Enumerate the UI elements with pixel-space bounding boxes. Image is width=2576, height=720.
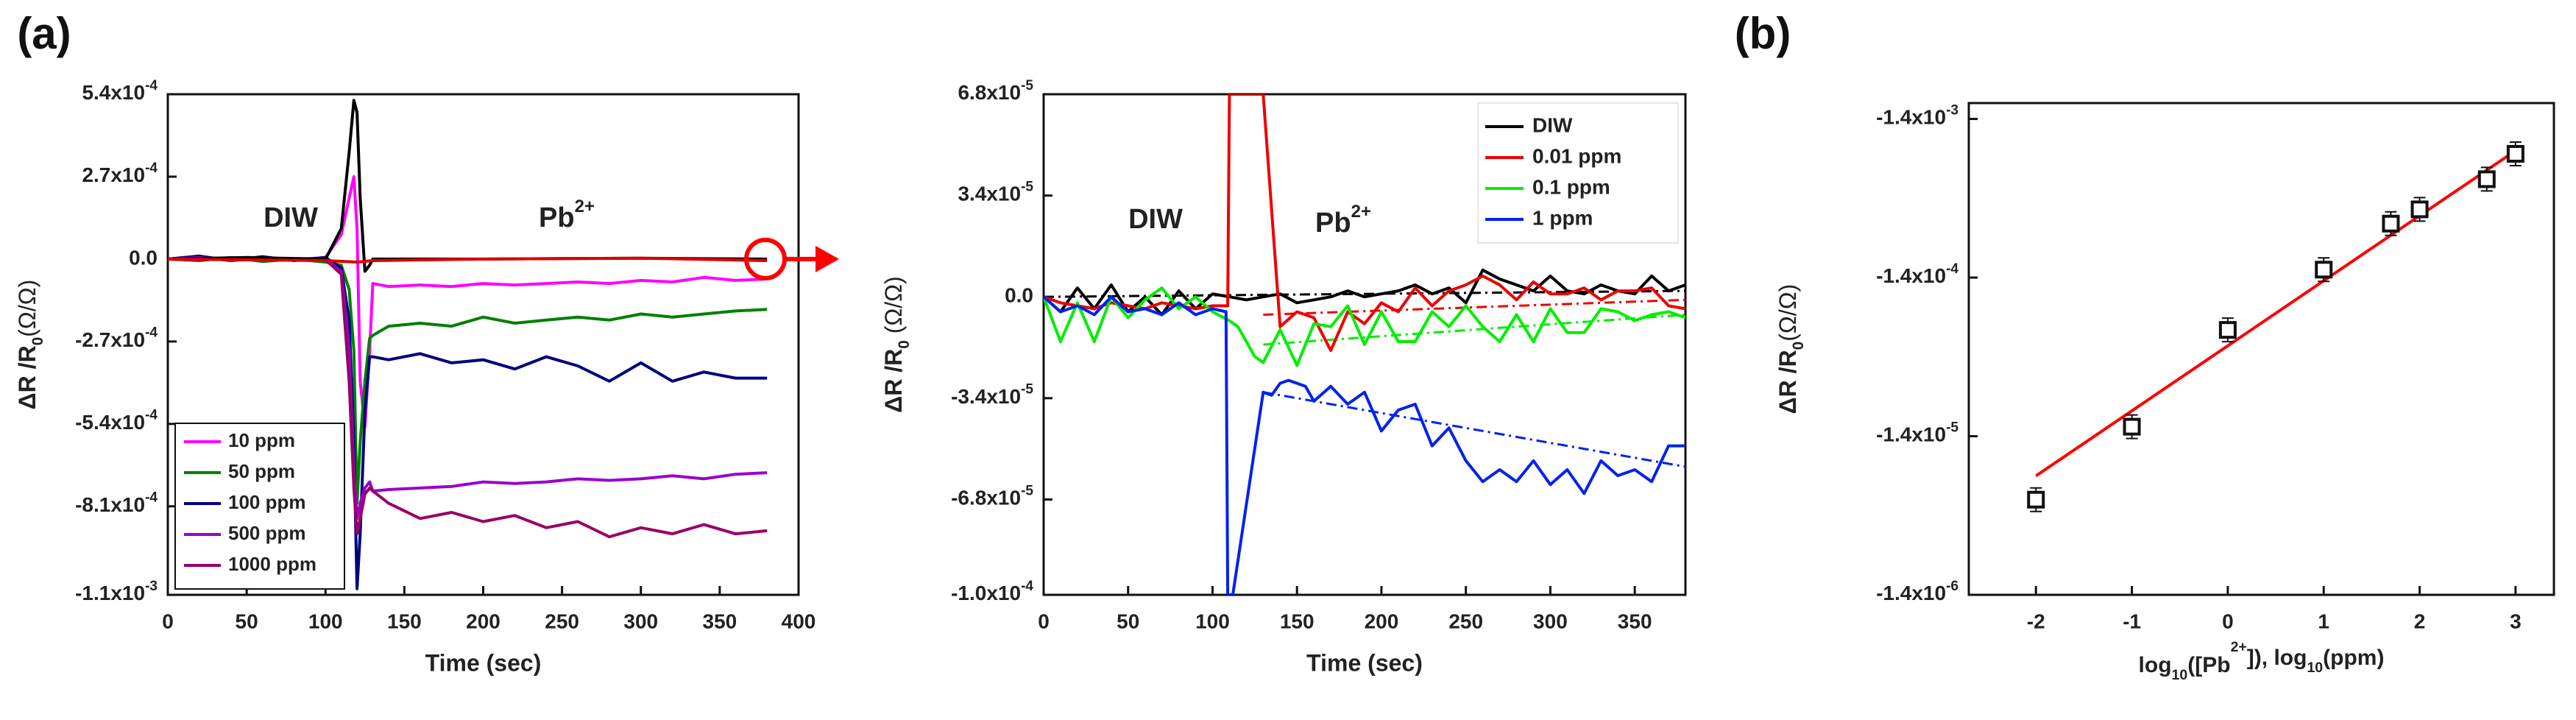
x-tick-label: -2	[2027, 610, 2045, 632]
y-tick-label: 3.4x10-5	[958, 179, 1033, 205]
x-tick-label: 250	[1448, 610, 1483, 632]
plot-area	[2027, 141, 2524, 512]
data-point	[2027, 490, 2045, 509]
x-tick-label: 150	[1280, 610, 1314, 632]
data-point	[2506, 144, 2524, 163]
x-axis-label: log10([Pb2+]), log10(ppm)	[2139, 639, 2385, 683]
panel-label-b: (b)	[1735, 9, 1791, 58]
x-tick-label: 200	[466, 610, 500, 632]
x-tick-label: 50	[1117, 610, 1139, 632]
legend-entry: 50 ppm	[228, 460, 295, 482]
y-tick-label: -8.1x10-4	[75, 490, 158, 517]
x-tick-label: 3	[2510, 610, 2522, 632]
y-tick-label: -1.4x10-5	[1876, 420, 1958, 446]
x-axis-label: Time (sec)	[1306, 649, 1423, 676]
y-tick-label: -2.7x10-4	[75, 325, 158, 352]
x-tick-label: 400	[782, 610, 816, 632]
x-tick-label: 350	[1618, 610, 1652, 632]
series-line-DIW	[1044, 268, 1685, 317]
annotation-diw: DIW	[1128, 204, 1183, 235]
y-axis-label: ΔR /R0(Ω/Ω)	[1774, 284, 1807, 414]
legend-entry: DIW	[1532, 113, 1573, 136]
legend-entry: 0.1 ppm	[1532, 175, 1610, 198]
x-tick-label: 300	[623, 610, 658, 632]
y-axis-label: ΔR /R0 (Ω/Ω)	[880, 276, 913, 413]
x-tick-label: 100	[308, 610, 343, 632]
y-tick-label: 2.7x10-4	[82, 160, 158, 187]
y-tick-label: -1.0x10-4	[951, 579, 1033, 605]
fit-line	[2035, 149, 2516, 478]
chart-a_inset: 0 50 100 150 200 250 300 350 6.8x10-5 3.4x10-5 0.0…	[880, 78, 1687, 676]
fit-line	[1263, 298, 1685, 317]
annotation-pb: Pb2+	[1315, 202, 1371, 239]
legend-entry: 500 ppm	[228, 522, 306, 544]
y-tick-label: 0.0	[1005, 284, 1033, 307]
x-tick-label: 150	[387, 610, 422, 632]
data-point	[2315, 261, 2333, 279]
legend-inset: DIW 0.01 ppm 0.1 ppm 1 ppm	[1477, 102, 1679, 244]
y-tick-label: -5.4x10-4	[75, 408, 158, 434]
data-point	[2382, 214, 2400, 233]
panel-label-a: (a)	[17, 9, 71, 58]
y-tick-label: -1.4x10-4	[1876, 261, 1958, 288]
x-tick-label: 100	[1195, 610, 1230, 632]
y-tick-label: 6.8x10-5	[958, 78, 1033, 105]
x-axis-label: Time (sec)	[425, 649, 542, 676]
fit-line	[1263, 314, 1685, 346]
y-tick-label: 0.0	[129, 246, 158, 269]
y-tick-label: 5.4x10-4	[82, 78, 158, 105]
x-tick-label: -1	[2123, 610, 2141, 632]
series-line-0.1-ppm	[1044, 286, 1685, 367]
plot-area	[1044, 94, 1685, 595]
x-tick-label: 0	[162, 610, 174, 632]
x-tick-label: 0	[1038, 610, 1050, 632]
y-axis-label: ΔR /R0(Ω/Ω)	[14, 280, 46, 410]
y-tick-label: -1.1x10-3	[75, 579, 158, 605]
y-tick-label: -1.4x10-3	[1876, 102, 1958, 129]
x-tick-label: 2	[2414, 610, 2426, 632]
data-point	[2218, 321, 2237, 339]
data-point	[2123, 417, 2141, 436]
legend-entry: 0.01 ppm	[1532, 144, 1621, 167]
legend-box	[174, 423, 345, 590]
legend-entry: 1 ppm	[1532, 206, 1593, 229]
legend-entry: 10 ppm	[228, 429, 295, 451]
data-point	[2477, 170, 2496, 188]
legend-entry: 100 ppm	[228, 491, 306, 513]
series-line-DIW	[168, 99, 768, 273]
chart-b: -2 -1 0 1 2 3 -1.4x10-3 -1.4x10-4 -1.4x10-5 -1.4x…	[1735, 9, 2555, 683]
annotation-pb: Pb2+	[539, 197, 595, 233]
x-tick-label: 300	[1533, 610, 1568, 632]
legend-entry: 1000 ppm	[228, 553, 316, 575]
axes-frame	[1967, 102, 2555, 596]
y-tick-label: -3.4x10-5	[951, 382, 1033, 409]
chart-a_main: 0 50 100 150 200 250 300 350 400 5.4x10-4 2.7x10-4…	[14, 9, 839, 676]
x-tick-label: 350	[703, 610, 737, 632]
arrow-head	[815, 245, 839, 272]
axes-frame	[1042, 93, 1687, 596]
series-line-10-ppm	[168, 175, 768, 428]
legend-a: 10 ppm 50 ppm 100 ppm 500 ppm 1000 ppm	[174, 423, 345, 590]
x-tick-label: 250	[545, 610, 579, 632]
data-point	[2410, 200, 2429, 219]
series-line-0.01-ppm	[168, 256, 768, 264]
x-tick-label: 50	[236, 610, 258, 632]
y-tick-label: -6.8x10-5	[951, 483, 1033, 509]
fit-line	[1263, 391, 1685, 468]
x-tick-label: 200	[1365, 610, 1399, 632]
annotation-diw: DIW	[263, 202, 318, 233]
series-line-1-ppm	[1044, 295, 1685, 595]
plot-area	[168, 99, 768, 590]
x-tick-label: 0	[2222, 610, 2234, 632]
x-tick-label: 1	[2318, 610, 2329, 632]
y-tick-label: -1.4x10-6	[1876, 579, 1958, 605]
